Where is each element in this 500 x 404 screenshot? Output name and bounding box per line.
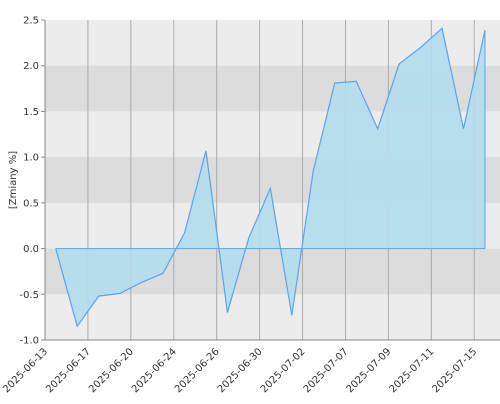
x-tick-label: 2025-06-24 — [130, 346, 179, 395]
area — [55, 28, 485, 327]
x-tick-label: 2025-07-15 — [430, 346, 479, 395]
x-tick-label: 2025-06-20 — [87, 346, 136, 395]
x-tick-label: 2025-06-13 — [1, 346, 50, 395]
y-tick-label: 0.5 — [23, 198, 39, 209]
y-tick-label: 0.0 — [23, 244, 39, 255]
x-tick-label: 2025-06-26 — [173, 346, 222, 395]
y-tick-label: -1.0 — [19, 336, 39, 347]
x-tick-label: 2025-07-07 — [302, 346, 351, 395]
y-axis-label: [Zmiany %] — [8, 151, 19, 209]
x-tick-label: 2025-06-30 — [216, 346, 265, 395]
x-tick-label: 2025-06-17 — [44, 346, 93, 395]
line — [55, 27, 486, 328]
x-tick-label: 2025-07-09 — [345, 346, 394, 395]
y-tick-label: 1.0 — [23, 153, 39, 164]
x-tick-label: 2025-07-11 — [388, 346, 437, 395]
x-tick-label: 2025-07-02 — [259, 346, 308, 395]
y-tick-label: 1.5 — [23, 107, 39, 118]
y-tick-label: -0.5 — [19, 290, 39, 301]
y-tick-label: 2.0 — [23, 61, 39, 72]
y-tick-label: 2.5 — [23, 16, 39, 27]
